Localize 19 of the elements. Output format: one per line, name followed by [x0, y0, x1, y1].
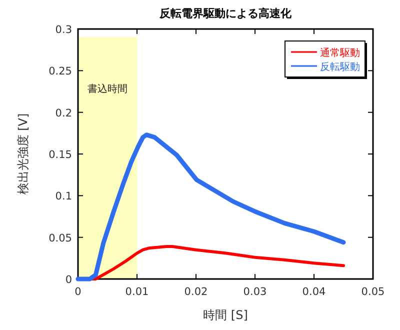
x-tick-label: 0.01 [125, 286, 149, 298]
y-tick-label: 0.3 [55, 24, 72, 36]
x-tick-label: 0.05 [361, 286, 385, 298]
y-axis-title: 検出光強度 [V] [16, 113, 30, 195]
x-tick-label: 0.04 [302, 286, 326, 298]
y-tick-label: 0.1 [55, 190, 72, 203]
legend-label: 反転駆動 [320, 61, 360, 73]
y-tick-label: 0.25 [48, 66, 72, 78]
y-tick-label: 0.05 [48, 232, 72, 244]
x-axis-title: 時間 [S] [203, 308, 248, 322]
x-tick-label: 0 [74, 286, 82, 298]
x-tick-label: 0.03 [243, 286, 267, 298]
y-tick-label: 0.15 [48, 149, 72, 161]
x-tick-label: 0.02 [184, 286, 208, 298]
y-tick-label: 0 [65, 274, 72, 286]
chart-title: 反転電界駆動による高速化 [158, 7, 292, 20]
legend-label: 通常駆動 [320, 47, 360, 59]
y-tick-label: 0.2 [55, 107, 72, 120]
band-label: 書込時間 [88, 83, 128, 95]
